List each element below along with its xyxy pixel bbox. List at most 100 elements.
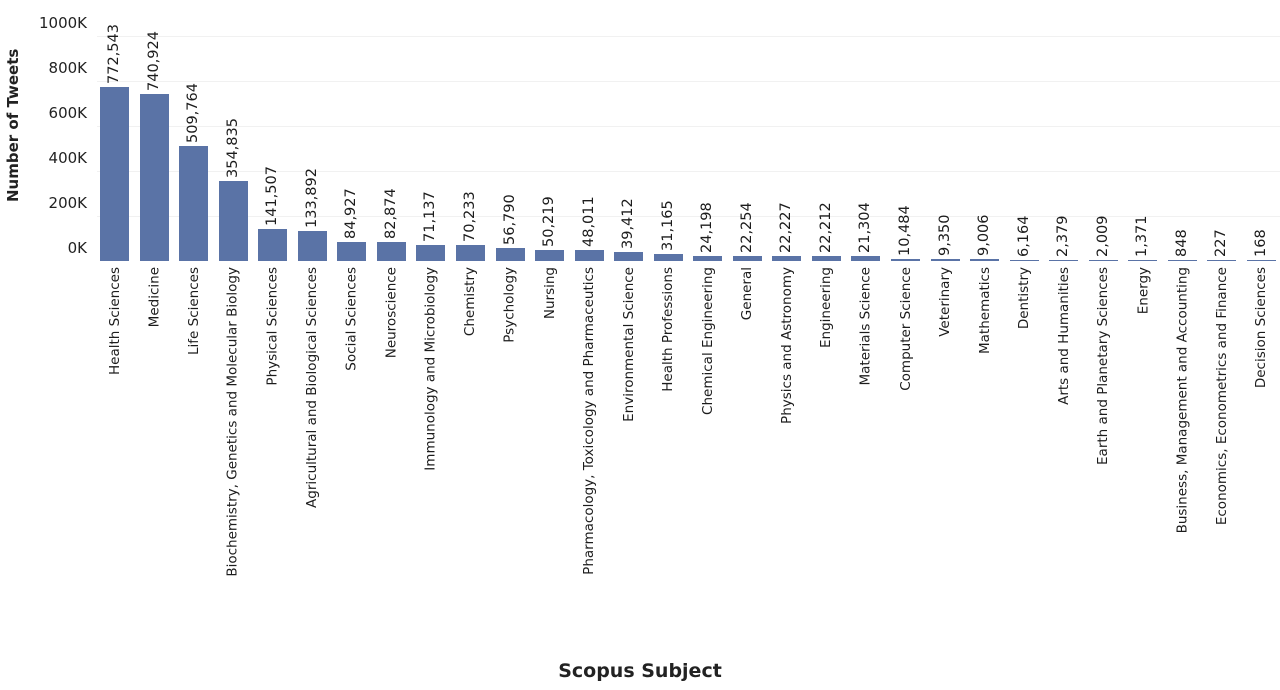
category-label: Agricultural and Biological Sciences — [304, 267, 321, 508]
value-label: 9,350 — [936, 214, 953, 256]
category-label: Neuroscience — [383, 267, 400, 359]
y-tick-label: 200K — [48, 194, 87, 212]
value-label: 141,507 — [264, 166, 281, 227]
category-label: Economics, Econometrics and Finance — [1214, 267, 1231, 526]
bar — [653, 253, 683, 261]
y-tick-label: 400K — [48, 149, 87, 167]
value-label: 1,371 — [1134, 214, 1151, 257]
bar — [614, 252, 644, 261]
category-label: Health Sciences — [106, 267, 123, 375]
category-label: Physical Sciences — [264, 267, 281, 386]
value-label: 772,543 — [106, 24, 122, 85]
category-label: Computer Science — [897, 267, 914, 391]
bar — [574, 250, 604, 261]
category-label: Immunology and Microbiology — [422, 267, 439, 471]
category-label: Engineering — [818, 267, 835, 348]
category-label: Arts and Humanities — [1055, 267, 1072, 405]
bar — [1128, 259, 1158, 261]
category-label: Chemistry — [462, 267, 479, 337]
bar — [495, 248, 525, 261]
value-label: 71,137 — [422, 191, 439, 242]
bar — [1246, 259, 1276, 261]
value-label: 22,227 — [778, 202, 795, 253]
value-label: 2,009 — [1094, 214, 1111, 257]
bar — [1009, 259, 1039, 261]
value-label: 39,412 — [620, 198, 637, 250]
y-axis-title: Number of Tweets — [4, 48, 22, 202]
category-label: Energy — [1135, 267, 1152, 315]
bar — [455, 245, 485, 261]
gridline — [97, 171, 1280, 172]
x-axis-title: Scopus Subject — [558, 660, 722, 682]
category-label: General — [739, 267, 756, 321]
value-label: 24,198 — [699, 201, 716, 253]
value-label: 10,484 — [897, 204, 913, 256]
gridline — [97, 36, 1280, 37]
bar — [258, 229, 288, 261]
value-label: 168 — [1252, 228, 1269, 257]
bar — [772, 255, 802, 261]
value-label: 56,790 — [501, 194, 518, 246]
bar — [1088, 259, 1118, 261]
category-label: Psychology — [501, 267, 518, 343]
gridline — [97, 126, 1280, 127]
bar — [100, 87, 129, 261]
value-label: 354,835 — [224, 118, 241, 179]
gridline — [97, 81, 1280, 82]
value-label: 82,874 — [382, 188, 399, 240]
bar — [139, 94, 169, 261]
bar — [811, 256, 841, 261]
bar — [891, 258, 920, 261]
value-label: 848 — [1173, 228, 1190, 257]
value-label: 227 — [1213, 228, 1230, 257]
bar — [297, 230, 327, 261]
category-label: Biochemistry, Genetics and Molecular Bio… — [224, 267, 241, 577]
value-label: 2,379 — [1055, 214, 1072, 257]
category-label: Business, Management and Accounting — [1174, 267, 1191, 534]
category-label: Pharmacology, Toxicology and Pharmaceuti… — [580, 267, 597, 575]
value-label: 740,924 — [145, 31, 162, 92]
y-tick-label: 800K — [48, 59, 87, 77]
bar — [1207, 259, 1237, 261]
category-label: Dentistry — [1016, 267, 1033, 330]
bar — [535, 249, 565, 261]
category-label: Medicine — [146, 267, 163, 328]
category-label: Health Professions — [659, 267, 676, 392]
bar — [930, 258, 960, 261]
bar — [1167, 259, 1197, 261]
category-label: Mathematics — [976, 267, 993, 354]
category-label: Life Sciences — [185, 267, 202, 355]
gridline — [97, 216, 1280, 217]
bar — [732, 255, 762, 261]
category-label: Chemical Engineering — [699, 267, 716, 415]
category-label: Earth and Planetary Sciences — [1095, 267, 1112, 465]
value-label: 6,164 — [1015, 214, 1032, 257]
category-label: Decision Sciences — [1253, 267, 1270, 389]
category-label: Social Sciences — [343, 267, 360, 371]
bar — [693, 255, 723, 261]
value-label: 9,006 — [976, 214, 993, 256]
bar — [416, 244, 446, 261]
value-label: 70,233 — [461, 191, 478, 243]
value-label: 133,892 — [303, 167, 320, 228]
value-label: 509,764 — [185, 83, 202, 144]
category-label: Nursing — [541, 267, 558, 320]
category-label: Environmental Science — [620, 267, 637, 422]
value-label: 84,927 — [343, 188, 360, 239]
bar — [218, 181, 248, 261]
category-label: Veterinary — [936, 267, 953, 337]
category-label: Physics and Astronomy — [778, 267, 795, 424]
category-label: Materials Science — [857, 267, 874, 386]
y-tick-label: 0K — [67, 239, 87, 257]
y-tick-label: 1000K — [38, 14, 87, 32]
bar — [376, 242, 406, 261]
bar — [337, 241, 367, 261]
value-label: 22,212 — [817, 202, 834, 253]
value-label: 48,011 — [580, 196, 597, 248]
value-label: 22,254 — [738, 202, 755, 253]
value-label: 50,219 — [541, 195, 558, 247]
bar — [1049, 259, 1079, 261]
bar — [970, 258, 1000, 261]
value-label: 31,165 — [659, 200, 676, 251]
